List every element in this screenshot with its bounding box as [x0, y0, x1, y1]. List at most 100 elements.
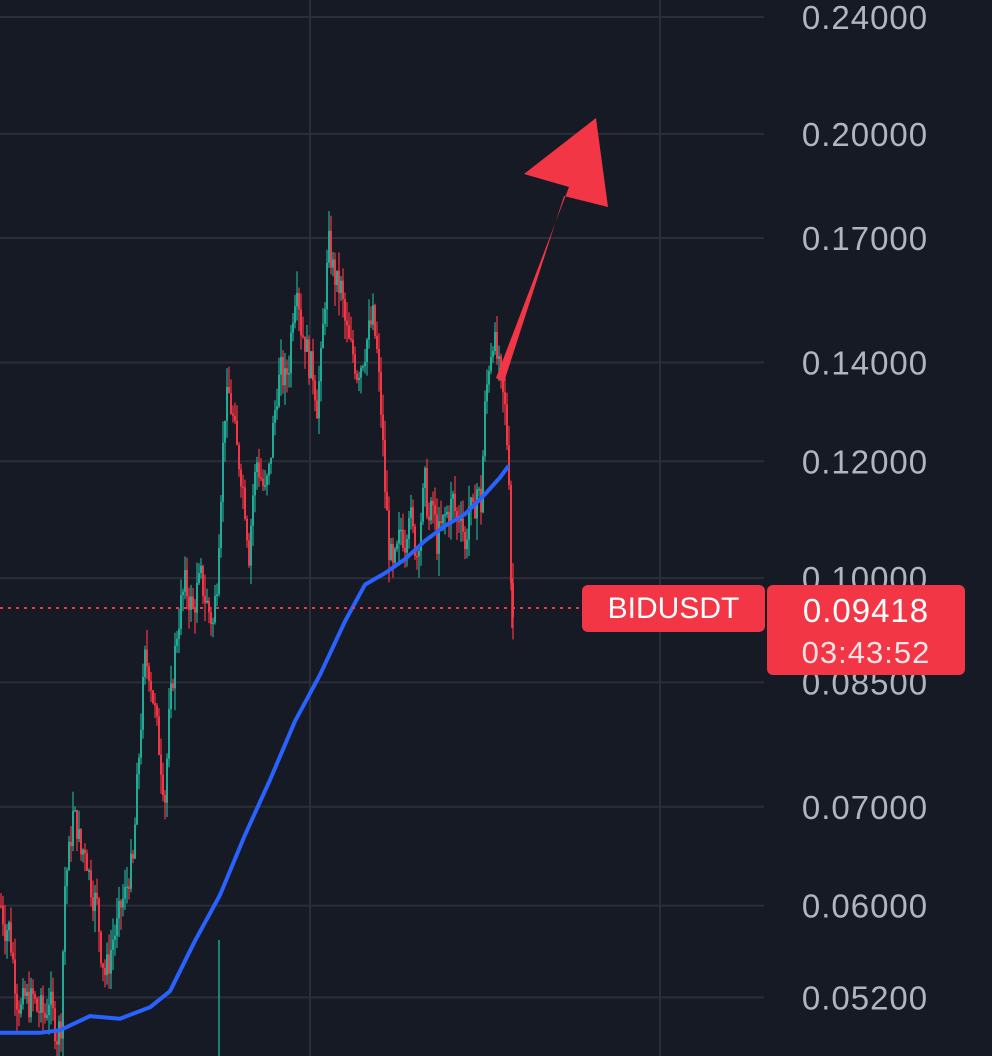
candle-up [322, 323, 324, 349]
candle-up [220, 501, 222, 548]
candle-up [410, 507, 412, 518]
candle-down [354, 354, 356, 374]
y-tick-label: 0.24000 [802, 0, 928, 36]
price-axis: 0.240000.200000.170000.140000.120000.100… [802, 0, 928, 1016]
candle-up [396, 543, 398, 550]
candle-up [420, 521, 422, 551]
symbol-label: BIDUSDT [607, 591, 740, 625]
candle-up [452, 493, 454, 499]
candle-down [378, 349, 380, 372]
candle-down [0, 905, 2, 908]
candle-down [44, 1013, 46, 1018]
candle-down [330, 230, 332, 268]
candle-down [156, 705, 158, 717]
candle-up [466, 539, 468, 550]
candle-down [456, 511, 458, 521]
candle-down [412, 507, 414, 527]
candle-down [308, 339, 310, 379]
candle-up [58, 1021, 60, 1045]
candle-up [270, 457, 272, 464]
candle-up [78, 829, 80, 839]
candle-down [472, 497, 474, 503]
y-tick-label: 0.14000 [802, 344, 928, 381]
y-tick-label: 0.17000 [802, 220, 928, 257]
candle-down [104, 967, 106, 976]
candle-down [440, 521, 442, 524]
symbol-badge[interactable]: BIDUSDT [582, 585, 765, 632]
candle-up [198, 573, 200, 584]
candle-up [460, 518, 462, 521]
candle-up [72, 810, 74, 847]
candle-down [434, 505, 436, 515]
grid-lines [0, 0, 764, 1056]
candle-up [212, 622, 214, 624]
candle-up [62, 951, 64, 1039]
candle-down [334, 259, 336, 285]
candle-up [226, 386, 228, 421]
candle-down [502, 372, 504, 393]
candle-up [142, 676, 144, 730]
candle-down [96, 892, 98, 899]
candle-up [114, 935, 116, 940]
candle-up [130, 853, 132, 889]
candle-up [292, 322, 294, 333]
candle-down [100, 931, 102, 964]
candle-down [262, 478, 264, 486]
candle-down [152, 690, 154, 704]
candle-down [84, 849, 86, 854]
candle-up [326, 262, 328, 310]
candle-down [392, 543, 394, 563]
candle-down [244, 487, 246, 519]
candle-down [374, 305, 376, 337]
candle-down [32, 988, 34, 995]
candle-down [350, 338, 352, 340]
candle-up [332, 259, 334, 268]
candle-up [418, 550, 420, 557]
candle-down [192, 596, 194, 608]
candle-down [120, 900, 122, 908]
candle-up [50, 991, 52, 1005]
candle-down [312, 351, 314, 381]
candle-down [172, 683, 174, 689]
candle-up [430, 500, 432, 521]
y-tick-label: 0.07000 [802, 789, 928, 826]
candle-down [238, 444, 240, 470]
candle-down [154, 703, 156, 706]
candle-up [280, 356, 282, 375]
candle-up [364, 362, 366, 367]
candle-down [248, 540, 250, 566]
candle-up [178, 628, 180, 639]
candle-down [160, 754, 162, 775]
candle-up [180, 595, 182, 629]
candle-up [126, 886, 128, 888]
candle-down [228, 386, 230, 394]
candle-up [306, 339, 308, 352]
candle-down [258, 462, 260, 478]
candle-up [310, 351, 312, 379]
candle-down [24, 988, 26, 996]
candle-up [400, 529, 402, 532]
candle-down [260, 477, 262, 479]
candle-up [94, 892, 96, 911]
candle-down [36, 998, 38, 1012]
candle-down [304, 336, 306, 352]
candle-down [380, 371, 382, 415]
candle-up [358, 377, 360, 381]
candle-down [102, 963, 104, 968]
candle-down [448, 511, 450, 523]
candle-down [242, 486, 244, 488]
candle-down [128, 886, 130, 889]
candle-up [112, 939, 114, 950]
candle-wicks [0, 211, 514, 1056]
candle-down [86, 853, 88, 872]
candle-up [250, 525, 252, 566]
candle-down [402, 529, 404, 548]
candle-down [70, 841, 72, 847]
candle-down [246, 518, 248, 541]
candle-down [386, 491, 388, 511]
candle-down [428, 516, 430, 521]
candle-up [144, 649, 146, 677]
candle-down [230, 393, 232, 414]
candle-down [234, 415, 236, 421]
